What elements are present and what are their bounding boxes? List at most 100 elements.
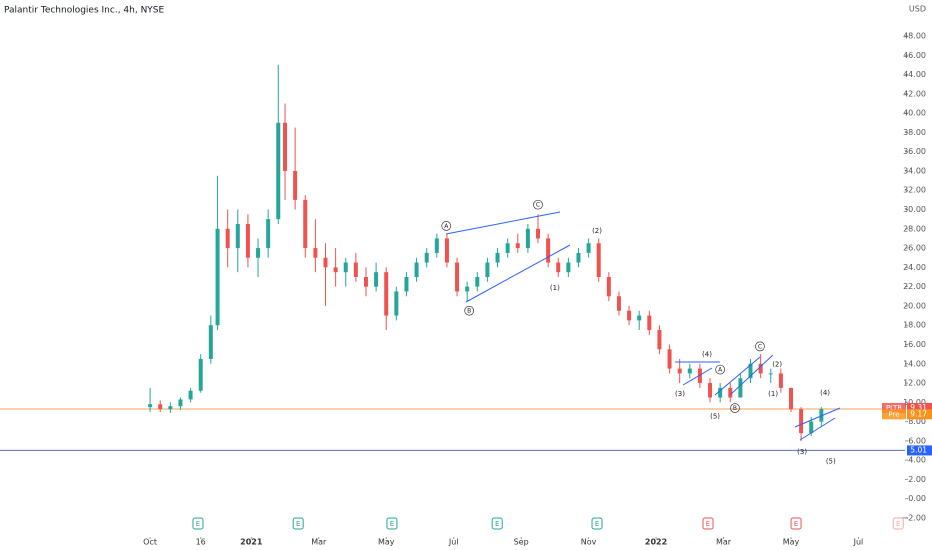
- y-tick-label: 16.00: [903, 340, 926, 349]
- chart-title: Palantir Technologies Inc., 4h, NYSE: [4, 6, 165, 16]
- y-tick-label: 24.00: [903, 263, 926, 272]
- candle-body: [363, 277, 368, 287]
- candle-body: [525, 228, 530, 249]
- candle-body: [444, 238, 449, 263]
- wave-label: B: [467, 308, 471, 315]
- wave-label: A: [718, 367, 723, 374]
- earnings-label: E: [390, 520, 394, 528]
- wave-label: (4): [702, 351, 712, 359]
- x-tick-label: Jul: [448, 538, 459, 547]
- candle-body: [215, 228, 220, 326]
- candle-body: [809, 421, 814, 434]
- trend-line: [714, 356, 761, 396]
- y-tick-label: 30.00: [903, 205, 926, 214]
- candle-body: [256, 248, 261, 258]
- candle-body: [616, 296, 621, 311]
- candle-body: [293, 170, 298, 200]
- wave-label: (4): [820, 389, 830, 397]
- candle-body: [647, 315, 652, 331]
- candle-body: [404, 277, 409, 292]
- x-tick-label: Sep: [514, 538, 529, 547]
- y-tick-label: 46.00: [903, 51, 926, 60]
- x-tick-label: Mar: [311, 538, 327, 547]
- candle-body: [485, 262, 490, 277]
- candle-body: [788, 387, 793, 410]
- y-tick-label: 12.00: [903, 379, 926, 388]
- y-tick-label: 4.00: [908, 456, 926, 465]
- earnings-label: E: [196, 520, 200, 528]
- price-tag-value: 9.17: [910, 409, 927, 418]
- candle-body: [283, 122, 288, 171]
- y-tick-label: 10.00: [903, 398, 926, 407]
- x-tick-label: 2022: [645, 538, 667, 547]
- candle-body: [505, 243, 510, 253]
- y-tick-label: 36.00: [903, 147, 926, 156]
- candle-body: [546, 238, 551, 263]
- candle-body: [235, 223, 240, 249]
- candle-body: [495, 252, 500, 263]
- candle-body: [556, 262, 561, 273]
- candle-body: [424, 252, 429, 263]
- trend-line: [729, 354, 774, 396]
- candle-body: [778, 373, 783, 388]
- x-tick-label: Jul: [853, 538, 864, 547]
- y-tick-label: 14.00: [903, 359, 926, 368]
- price-tag-value: 5.01: [910, 445, 927, 454]
- candle-body: [657, 330, 662, 350]
- x-tick-label: 16: [196, 538, 206, 547]
- x-tick-label: May: [783, 538, 800, 547]
- wave-label: (5): [826, 458, 836, 466]
- y-tick-label: 20.00: [903, 301, 926, 310]
- earnings-label: E: [706, 520, 710, 528]
- y-tick-label: 8.00: [908, 417, 926, 426]
- price-tag-name: PLTR: [886, 404, 902, 412]
- candle-body: [576, 252, 581, 263]
- trend-line: [682, 367, 713, 386]
- y-tick-label: 40.00: [903, 109, 926, 118]
- y-tick-label: 0.00: [908, 494, 926, 503]
- trend-line: [799, 417, 836, 441]
- price-tag-name-bg: [882, 409, 906, 420]
- currency-label: USD: [909, 5, 926, 14]
- earnings-label: E: [794, 520, 798, 528]
- wave-label: C: [758, 343, 762, 350]
- candle-body: [434, 238, 439, 253]
- earnings-marker: [892, 517, 904, 530]
- x-tick-label: May: [378, 538, 395, 547]
- price-tag-bg: [907, 445, 932, 456]
- candle-body: [515, 243, 520, 249]
- earnings-label: E: [495, 520, 499, 528]
- y-tick-label: 28.00: [903, 224, 926, 233]
- candle-body: [276, 122, 281, 220]
- candle-body: [414, 262, 419, 277]
- candle-body: [323, 257, 328, 268]
- earnings-label: E: [896, 520, 900, 528]
- earnings-label: E: [296, 520, 300, 528]
- earnings-marker: [702, 517, 714, 530]
- wave-label: (3): [675, 390, 685, 398]
- candle-body: [627, 310, 632, 321]
- candle-body: [819, 408, 824, 422]
- y-tick-label: 34.00: [903, 166, 926, 175]
- x-tick-label: Mar: [716, 538, 732, 547]
- candle-body: [198, 358, 203, 391]
- candle-body: [758, 363, 763, 374]
- y-tick-label: 48.00: [903, 32, 926, 41]
- trend-lines: [445, 211, 841, 441]
- wave-label: (1): [768, 390, 778, 398]
- y-tick-label: 6.00: [908, 436, 926, 445]
- earnings-marker: [790, 517, 802, 530]
- wave-circle: [755, 341, 765, 352]
- candle-body: [394, 291, 399, 316]
- y-tick-label: 18.00: [903, 321, 926, 330]
- candle-body: [158, 404, 163, 410]
- y-tick-label: 26.00: [903, 244, 926, 253]
- wave-label: B: [733, 405, 737, 412]
- candle-body: [303, 199, 308, 249]
- y-tick-label: 44.00: [903, 70, 926, 79]
- candle-body: [637, 315, 642, 321]
- candle-body: [178, 399, 183, 407]
- wave-circle: [715, 364, 726, 375]
- wave-label: (1): [550, 284, 560, 292]
